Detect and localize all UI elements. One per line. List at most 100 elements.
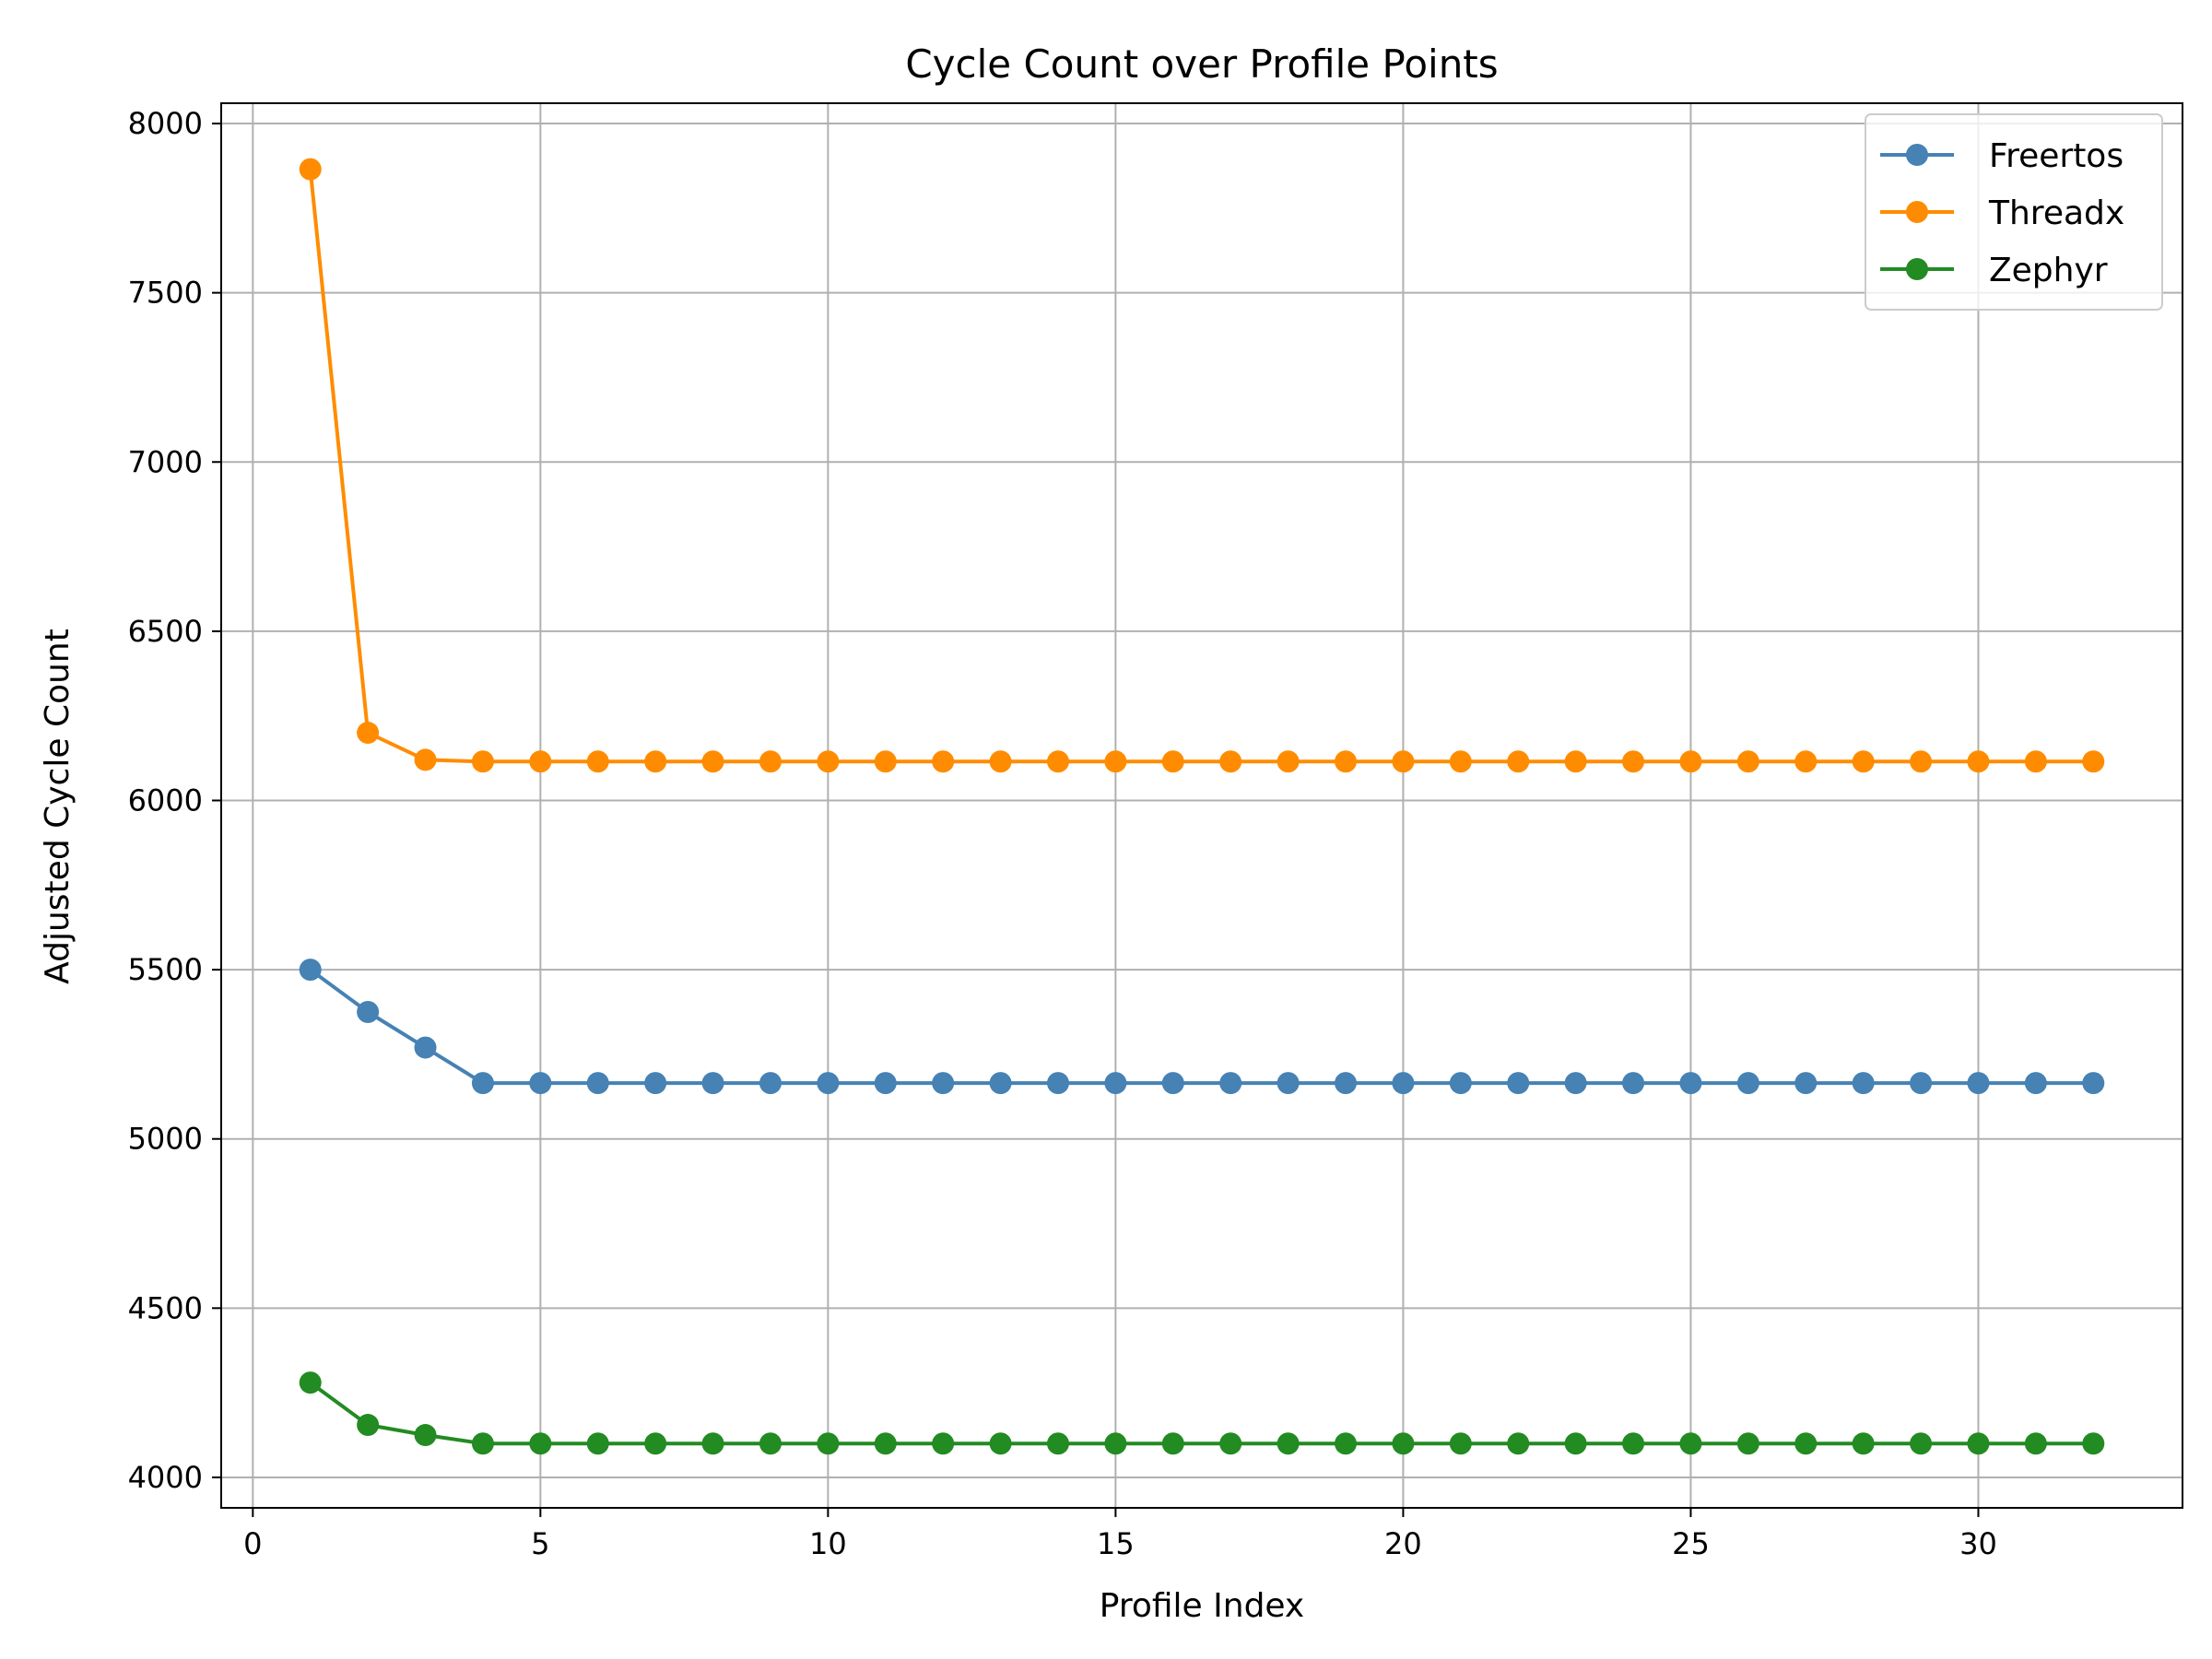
- data-point-freertos: [414, 1036, 437, 1059]
- data-point-freertos: [1736, 1072, 1759, 1095]
- data-point-threadx: [529, 750, 552, 773]
- y-tick-label: 4000: [128, 1460, 203, 1495]
- data-point-freertos: [1794, 1072, 1818, 1095]
- x-tick-label: 25: [1672, 1526, 1710, 1561]
- data-point-zephyr: [989, 1432, 1012, 1455]
- data-point-threadx: [471, 750, 494, 773]
- x-axis-label: Profile Index: [1100, 1587, 1305, 1625]
- x-axis-ticks: 0 5 10 15 20 25 30: [243, 1508, 1997, 1561]
- legend-marker-zephyr: [1906, 258, 1928, 280]
- data-point-zephyr: [1564, 1432, 1587, 1455]
- legend-item-threadx: Threadx: [1880, 194, 2124, 232]
- data-point-zephyr: [2024, 1432, 2047, 1455]
- data-point-zephyr: [644, 1432, 667, 1455]
- y-tick-label: 5000: [128, 1122, 203, 1157]
- data-point-threadx: [1736, 750, 1759, 773]
- data-point-zephyr: [1679, 1432, 1702, 1455]
- legend: Freertos Threadx Zephyr: [1865, 113, 2163, 311]
- series-threadx: [299, 158, 2105, 773]
- data-point-freertos: [586, 1072, 609, 1095]
- legend-marker-threadx: [1906, 201, 1928, 223]
- data-point-zephyr: [1852, 1432, 1875, 1455]
- data-point-freertos: [1219, 1072, 1242, 1095]
- legend-label-zephyr: Zephyr: [1989, 252, 2108, 289]
- data-point-freertos: [817, 1072, 840, 1095]
- data-point-threadx: [759, 750, 782, 773]
- data-point-threadx: [1910, 750, 1933, 773]
- legend-item-freertos: Freertos: [1880, 137, 2124, 175]
- data-point-freertos: [1967, 1072, 1990, 1095]
- data-point-threadx: [2024, 750, 2047, 773]
- plot-frame: [220, 102, 2183, 1509]
- data-point-zephyr: [529, 1432, 552, 1455]
- data-point-freertos: [1277, 1072, 1300, 1095]
- data-point-threadx: [357, 722, 380, 745]
- x-tick-label: 15: [1097, 1526, 1135, 1561]
- data-point-threadx: [1219, 750, 1242, 773]
- data-point-zephyr: [759, 1432, 782, 1455]
- data-point-freertos: [1104, 1072, 1127, 1095]
- data-point-zephyr: [586, 1432, 609, 1455]
- data-point-freertos: [874, 1072, 897, 1095]
- grid-lines: [221, 103, 2183, 1508]
- data-point-zephyr: [1910, 1432, 1933, 1455]
- data-point-freertos: [2082, 1072, 2105, 1095]
- y-tick-label: 7000: [128, 444, 203, 479]
- data-point-freertos: [1679, 1072, 1702, 1095]
- data-point-freertos: [1507, 1072, 1530, 1095]
- data-point-threadx: [1564, 750, 1587, 773]
- data-point-zephyr: [817, 1432, 840, 1455]
- data-point-freertos: [759, 1072, 782, 1095]
- data-point-threadx: [644, 750, 667, 773]
- data-point-freertos: [529, 1072, 552, 1095]
- data-point-freertos: [1622, 1072, 1645, 1095]
- data-point-zephyr: [1046, 1432, 1069, 1455]
- data-point-threadx: [874, 750, 897, 773]
- data-point-threadx: [989, 750, 1012, 773]
- y-axis-ticks: 4000 4500 5000 5500 6000 6500 7000 7500 8000: [128, 106, 221, 1495]
- data-point-freertos: [471, 1072, 494, 1095]
- data-point-freertos: [2024, 1072, 2047, 1095]
- data-point-threadx: [2082, 750, 2105, 773]
- data-point-zephyr: [414, 1424, 437, 1447]
- data-point-threadx: [1507, 750, 1530, 773]
- data-point-freertos: [932, 1072, 955, 1095]
- data-point-threadx: [1161, 750, 1184, 773]
- x-tick-label: 0: [243, 1526, 262, 1561]
- y-tick-label: 7500: [128, 276, 203, 311]
- data-point-zephyr: [1507, 1432, 1530, 1455]
- data-point-threadx: [817, 750, 840, 773]
- data-point-threadx: [701, 750, 724, 773]
- data-point-zephyr: [1392, 1432, 1415, 1455]
- data-point-zephyr: [932, 1432, 955, 1455]
- data-point-zephyr: [471, 1432, 494, 1455]
- y-tick-label: 6500: [128, 614, 203, 649]
- data-point-freertos: [1046, 1072, 1069, 1095]
- data-point-zephyr: [1794, 1432, 1818, 1455]
- data-point-freertos: [1335, 1072, 1358, 1095]
- data-point-freertos: [1392, 1072, 1415, 1095]
- data-point-zephyr: [357, 1414, 380, 1437]
- data-point-threadx: [1967, 750, 1990, 773]
- x-tick-label: 30: [1959, 1526, 1997, 1561]
- x-tick-label: 5: [531, 1526, 549, 1561]
- legend-item-zephyr: Zephyr: [1880, 252, 2108, 289]
- series-freertos: [299, 959, 2105, 1095]
- data-point-zephyr: [1736, 1432, 1759, 1455]
- data-point-threadx: [1449, 750, 1472, 773]
- legend-marker-freertos: [1906, 144, 1928, 166]
- x-tick-label: 10: [809, 1526, 847, 1561]
- data-point-zephyr: [701, 1432, 724, 1455]
- data-point-threadx: [1392, 750, 1415, 773]
- data-point-threadx: [1852, 750, 1875, 773]
- data-point-freertos: [1564, 1072, 1587, 1095]
- data-point-threadx: [1046, 750, 1069, 773]
- data-point-threadx: [932, 750, 955, 773]
- data-point-freertos: [1910, 1072, 1933, 1095]
- series-zephyr: [299, 1371, 2105, 1455]
- data-point-freertos: [1852, 1072, 1875, 1095]
- data-point-threadx: [414, 748, 437, 771]
- data-point-zephyr: [1104, 1432, 1127, 1455]
- y-axis-label: Adjusted Cycle Count: [39, 629, 76, 984]
